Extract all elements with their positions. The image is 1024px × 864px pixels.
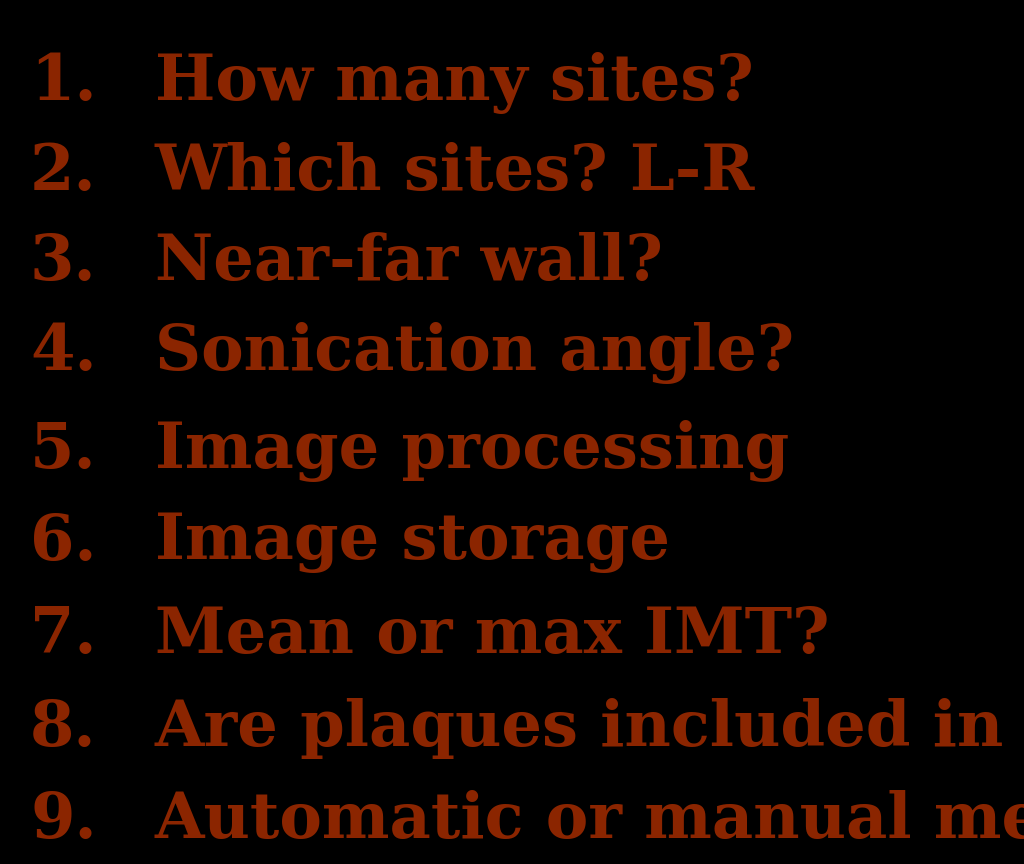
Text: Mean or max IMT?: Mean or max IMT? bbox=[155, 605, 829, 666]
Text: Sonication angle?: Sonication angle? bbox=[155, 322, 795, 384]
Text: 2.: 2. bbox=[30, 142, 96, 203]
Text: Are plaques included in measurement?: Are plaques included in measurement? bbox=[155, 698, 1024, 759]
Text: How many sites?: How many sites? bbox=[155, 52, 754, 114]
Text: 7.: 7. bbox=[30, 605, 96, 666]
Text: 1.: 1. bbox=[30, 52, 96, 113]
Text: Image storage: Image storage bbox=[155, 512, 670, 573]
Text: 3.: 3. bbox=[30, 232, 96, 293]
Text: 9.: 9. bbox=[30, 790, 96, 851]
Text: 5.: 5. bbox=[30, 420, 96, 481]
Text: Near-far wall?: Near-far wall? bbox=[155, 232, 663, 293]
Text: 6.: 6. bbox=[30, 512, 96, 573]
Text: 8.: 8. bbox=[30, 698, 96, 759]
Text: 4.: 4. bbox=[30, 322, 96, 383]
Text: Which sites? L-R: Which sites? L-R bbox=[155, 142, 756, 203]
Text: Image processing: Image processing bbox=[155, 420, 790, 482]
Text: Automatic or manual measurements?: Automatic or manual measurements? bbox=[155, 790, 1024, 851]
